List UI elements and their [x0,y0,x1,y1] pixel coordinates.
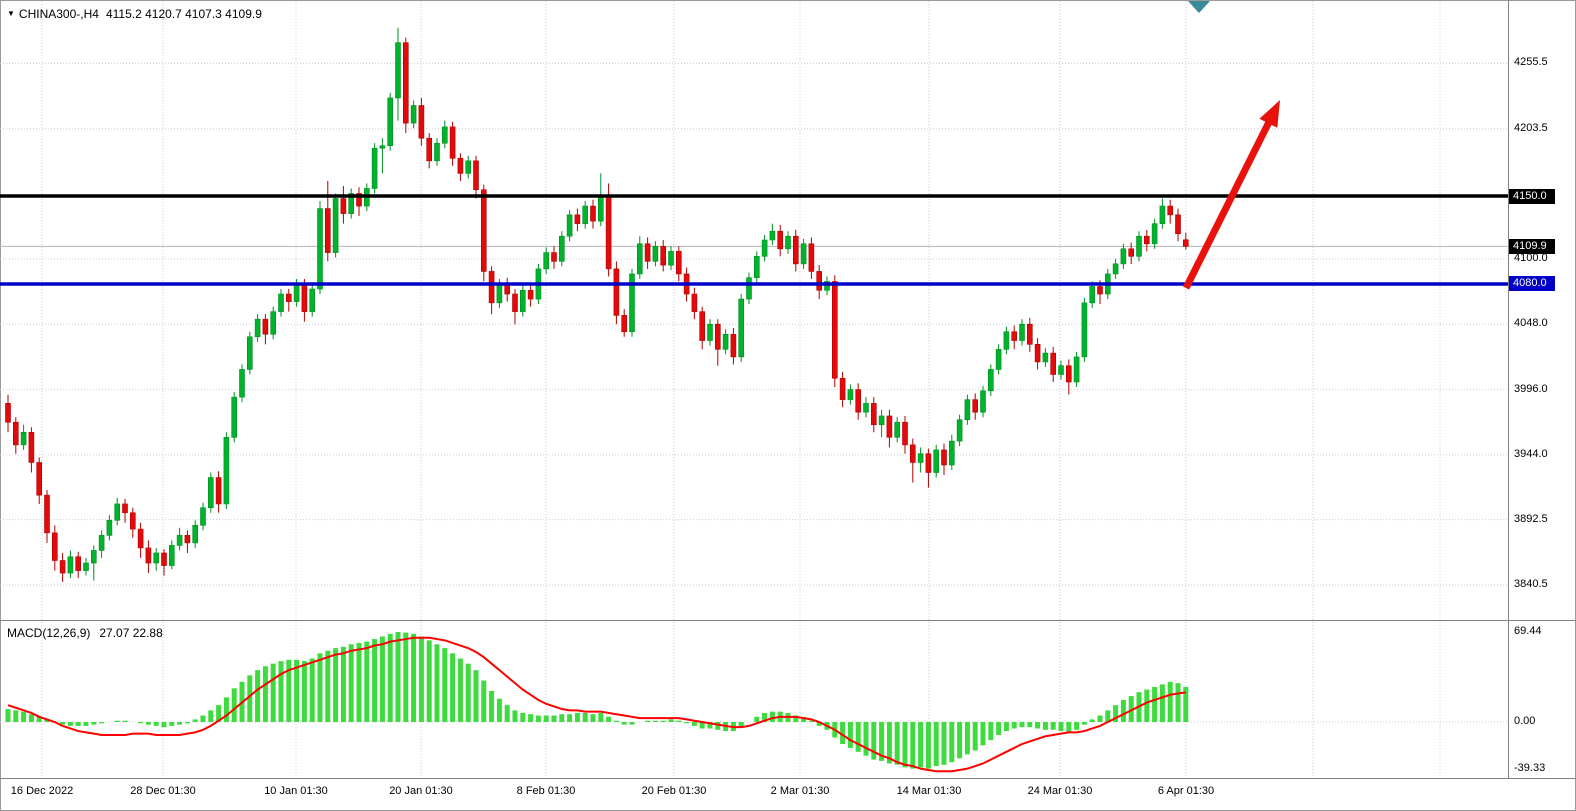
chart-shift-marker-icon[interactable] [1188,1,1210,13]
macd-values-label: 27.07 22.88 [99,626,163,640]
symbol-timeframe-label: CHINA300-,H4 [18,7,99,21]
macd-name-label: MACD(12,26,9) [7,626,91,640]
bid-price-tag: 4109.9 [1509,238,1555,254]
macd-legend: MACD(12,26,9) 27.07 22.88 [7,626,163,640]
ohlc-quote-label: 4115.2 4120.7 4107.3 4109.9 [105,7,262,21]
macd-histogram-layer [5,632,1189,769]
candles-layer [5,27,1189,582]
grid-lines [0,1,1508,778]
chart-legend: ▼ CHINA300-,H4 4115.2 4120.7 4107.3 4109… [7,7,262,21]
trend-arrow[interactable] [1182,100,1280,290]
resistance-price-tag: 4150.0 [1509,188,1555,204]
support-price-tag: 4080.0 [1509,276,1555,292]
macd-signal-line [7,636,1186,773]
symbol-marker-icon: ▼ [7,9,15,18]
